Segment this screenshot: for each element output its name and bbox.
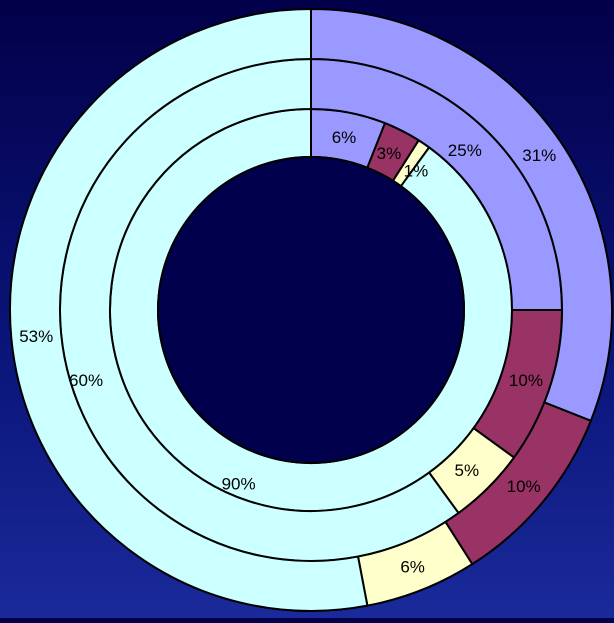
slice-label-inner-2: 1% [404,161,429,180]
slices-group [8,7,613,612]
slice-label-outer-1: 10% [507,477,541,496]
slice-label-middle-0: 25% [448,141,482,160]
slice-label-outer-0: 31% [522,146,556,165]
chart-hole [157,156,465,464]
slice-label-middle-1: 10% [509,371,543,390]
slice-label-inner-3: 90% [222,474,256,493]
slice-label-outer-3: 53% [19,327,53,346]
slice-label-outer-2: 6% [400,558,425,577]
slice-label-inner-0: 6% [332,128,357,147]
slice-outer-3 [8,7,369,612]
labels-group: 6% 3%1% 90% 25% 10% 5% 60% 31% 10% 6% 53% [19,128,556,577]
slice-label-inner-1: 3% [377,144,402,163]
slice-label-middle-3: 60% [69,371,103,390]
slice-label-middle-2: 5% [455,461,480,480]
